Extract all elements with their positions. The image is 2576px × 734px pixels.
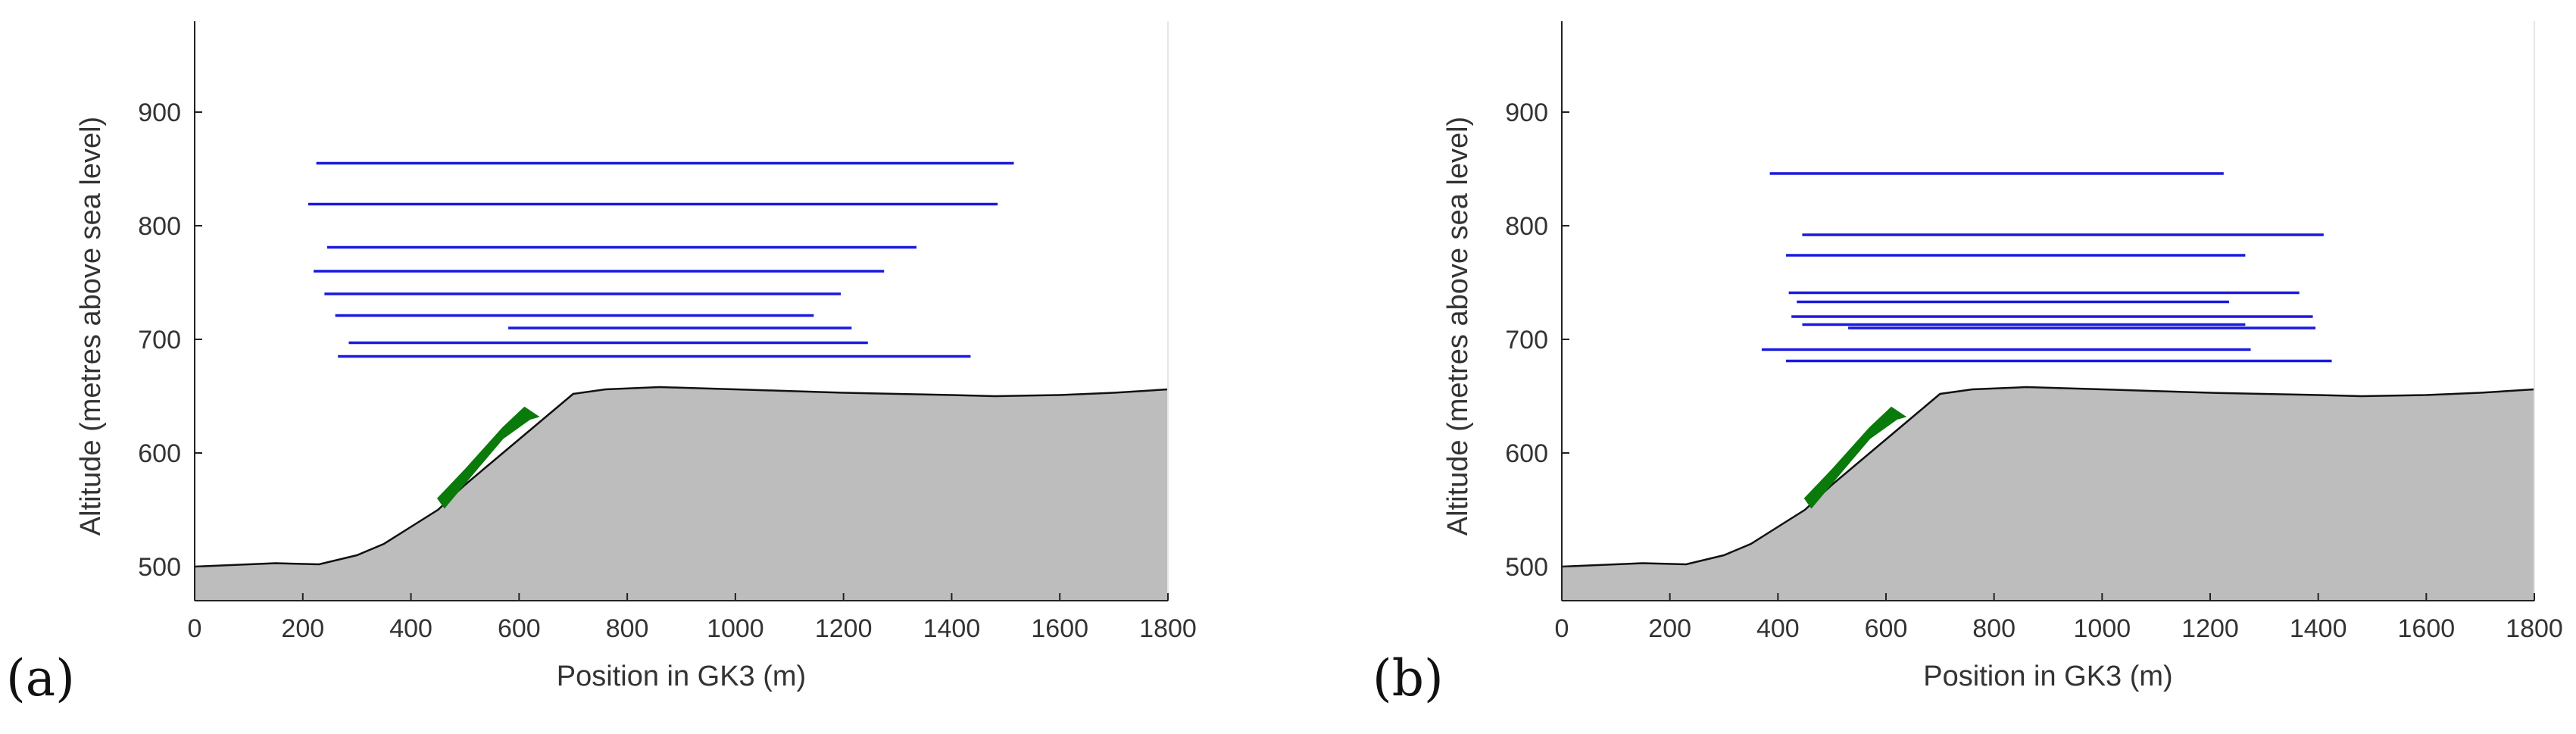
- y-tick-label: 600: [1505, 439, 1548, 468]
- y-tick-label: 800: [1505, 212, 1548, 241]
- y-tick-label: 600: [138, 439, 181, 468]
- x-tick-label: 1400: [2290, 614, 2347, 643]
- x-tick-label: 1200: [815, 614, 873, 643]
- x-tick-label: 400: [1756, 614, 1800, 643]
- green-zone: [436, 406, 540, 509]
- panel-label: (b): [1372, 649, 1444, 707]
- x-tick-label: 1400: [923, 614, 981, 643]
- y-axis-label: Altitude (metres above sea level): [75, 117, 107, 536]
- terrain-profile-line: [194, 386, 1169, 568]
- x-axis-label: Position in GK3 (m): [1923, 661, 2172, 692]
- x-tick-label: 1800: [1139, 614, 1197, 643]
- terrain-profile-line: [1561, 386, 2535, 568]
- x-tick-label: 800: [606, 614, 649, 643]
- y-tick-label: 500: [138, 553, 181, 582]
- x-tick-label: 200: [1648, 614, 1691, 643]
- x-tick-label: 1800: [2506, 614, 2563, 643]
- x-tick-label: 0: [1555, 614, 1569, 643]
- x-tick-label: 0: [188, 614, 202, 643]
- terrain-area: [1562, 387, 2534, 601]
- x-tick-label: 1000: [2074, 614, 2131, 643]
- green-zone: [1803, 406, 1907, 509]
- x-tick-label: 1000: [707, 614, 764, 643]
- y-axis-label: Altitude (metres above sea level): [1442, 117, 1474, 536]
- chart-panel-2: 0 200 400 600 800 1000 1200 1400 1600 1800 500 600 7…: [1372, 21, 2563, 707]
- y-tick-label: 700: [1505, 326, 1548, 355]
- x-tick-label: 600: [1865, 614, 1908, 643]
- y-tick-label: 900: [1505, 98, 1548, 127]
- terrain-area: [195, 387, 1168, 601]
- x-tick-label: 800: [1972, 614, 2016, 643]
- y-tick-label: 500: [1505, 553, 1548, 582]
- panel-label: (a): [6, 649, 75, 707]
- x-tick-label: 400: [389, 614, 432, 643]
- y-tick-label: 700: [138, 326, 181, 355]
- x-tick-label: 600: [498, 614, 541, 643]
- x-tick-label: 200: [281, 614, 324, 643]
- x-tick-label: 1200: [2181, 614, 2239, 643]
- y-tick-label: 800: [138, 212, 181, 241]
- x-tick-label: 1600: [1031, 614, 1088, 643]
- x-tick-label: 1600: [2398, 614, 2456, 643]
- y-tick-label: 900: [138, 98, 181, 127]
- x-axis-label: Position in GK3 (m): [557, 661, 806, 692]
- chart-panel-1: 0 200 400 600 800 1000 1200 1400 1600 1800 500 600 7…: [6, 21, 1197, 707]
